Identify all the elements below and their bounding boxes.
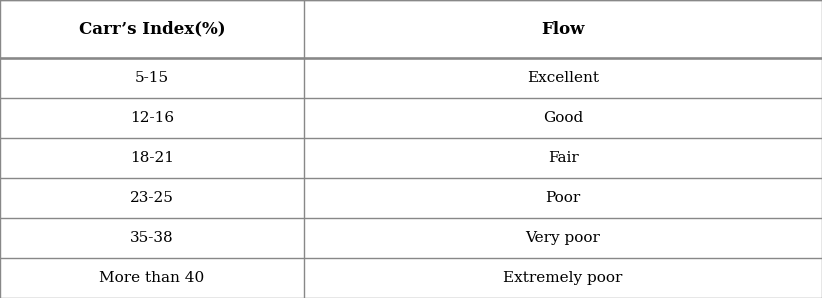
- Text: Excellent: Excellent: [527, 71, 599, 85]
- Text: 23-25: 23-25: [130, 191, 174, 205]
- Bar: [0, 98, 304, 138]
- Text: 18-21: 18-21: [130, 151, 174, 165]
- Bar: [304, 178, 822, 218]
- Text: Flow: Flow: [542, 21, 584, 38]
- Bar: [304, 0, 822, 58]
- Bar: [304, 218, 822, 258]
- Text: More than 40: More than 40: [99, 271, 205, 285]
- Text: Carr’s Index(%): Carr’s Index(%): [79, 21, 225, 38]
- Bar: [0, 58, 304, 98]
- Bar: [304, 58, 822, 98]
- Text: 5-15: 5-15: [135, 71, 169, 85]
- Bar: [304, 258, 822, 298]
- Text: 35-38: 35-38: [130, 231, 174, 245]
- Bar: [0, 218, 304, 258]
- Text: Fair: Fair: [547, 151, 579, 165]
- Text: Poor: Poor: [546, 191, 580, 205]
- Text: Good: Good: [543, 111, 583, 125]
- Bar: [0, 258, 304, 298]
- Text: Extremely poor: Extremely poor: [503, 271, 623, 285]
- Bar: [0, 0, 304, 58]
- Text: Very poor: Very poor: [525, 231, 601, 245]
- Bar: [0, 138, 304, 178]
- Bar: [304, 98, 822, 138]
- Bar: [304, 138, 822, 178]
- Bar: [0, 178, 304, 218]
- Text: 12-16: 12-16: [130, 111, 174, 125]
